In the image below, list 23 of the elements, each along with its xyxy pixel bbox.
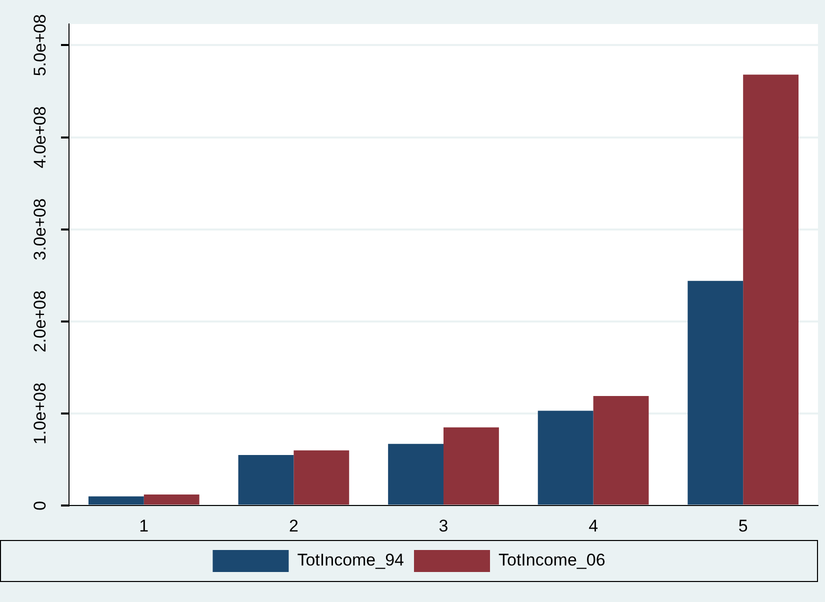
bar [444,427,499,505]
y-tick-label: 1.0e+08 [30,382,50,444]
bar [743,74,799,505]
bar [144,494,200,505]
y-tick-label: 2.0e+08 [30,290,50,352]
x-tick-label: 3 [438,516,448,536]
x-tick-label: 1 [139,516,149,536]
legend-label: TotIncome_94 [297,550,404,570]
bar [88,496,144,505]
y-tick-label: 3.0e+08 [30,198,50,260]
bar [538,410,594,505]
bar [593,396,649,505]
x-tick-label: 4 [588,516,598,536]
y-tick-label: 0 [30,500,50,510]
bar [294,450,350,505]
bar [388,444,444,505]
x-tick-label: 2 [288,516,298,536]
x-tick-label: 5 [738,516,748,536]
bar [688,280,744,505]
y-tick-label: 4.0e+08 [30,106,50,168]
y-tick-label: 5.0e+08 [30,14,50,76]
legend-label: TotIncome_06 [498,550,606,570]
bar [238,454,294,505]
